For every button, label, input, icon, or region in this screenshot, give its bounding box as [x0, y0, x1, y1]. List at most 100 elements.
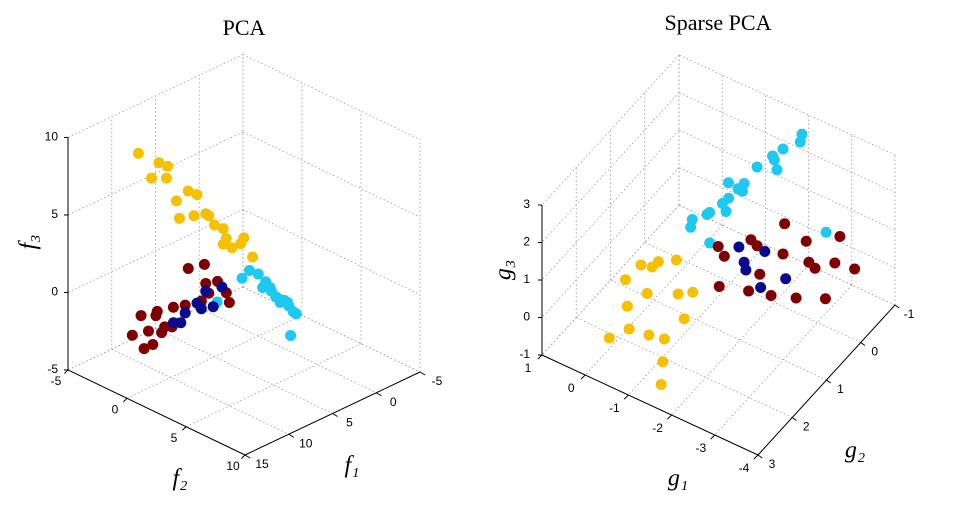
point: [780, 273, 792, 285]
tick-mark: [537, 354, 543, 360]
point: [732, 183, 744, 195]
point: [182, 263, 194, 274]
point: [179, 299, 191, 311]
tick-mark: [241, 454, 246, 459]
point: [740, 264, 752, 276]
z-axis-label: f₃: [16, 234, 42, 249]
point: [252, 268, 264, 280]
point: [226, 242, 238, 254]
grid-line: [67, 131, 244, 216]
point: [779, 218, 791, 230]
point: [285, 329, 297, 341]
point: [200, 277, 212, 289]
point: [771, 164, 783, 176]
grid-line: [111, 348, 289, 435]
point: [678, 313, 690, 325]
y-tick-label: 10: [226, 459, 240, 473]
grid-line: [67, 54, 244, 138]
point: [643, 329, 655, 341]
point: [819, 293, 831, 305]
point: [834, 231, 846, 242]
point: [174, 212, 185, 224]
axis-line: [67, 369, 246, 456]
z-tick-label: 5: [51, 207, 58, 221]
tick-mark: [791, 417, 797, 421]
tick-mark: [419, 371, 426, 376]
point: [713, 281, 725, 292]
grid-line: [541, 129, 680, 281]
point: [191, 189, 203, 201]
y-tick-label: 0: [112, 402, 119, 416]
z-tick-label: -5: [47, 362, 58, 376]
tick-mark: [182, 426, 187, 431]
point: [743, 285, 755, 297]
point: [767, 150, 779, 162]
point: [712, 241, 724, 252]
tick-mark: [64, 369, 69, 374]
point: [247, 251, 259, 263]
point: [138, 343, 150, 355]
point: [658, 333, 670, 345]
point: [672, 288, 684, 300]
point: [160, 172, 172, 184]
z-tick-label: 1: [523, 272, 530, 286]
point: [162, 160, 174, 172]
point: [195, 303, 207, 315]
point: [236, 272, 248, 284]
point: [849, 263, 861, 275]
x-tick-label: 0: [390, 395, 397, 409]
point: [188, 210, 200, 222]
tick-mark: [244, 454, 251, 459]
tick-mark: [860, 342, 866, 346]
grid-line: [199, 307, 377, 394]
x-tick-label: -4: [739, 461, 750, 475]
point: [150, 310, 162, 322]
grid-line: [628, 244, 766, 396]
point: [603, 332, 615, 344]
y-tick-label: 5: [171, 431, 178, 445]
point: [287, 306, 299, 318]
tick-mark: [580, 374, 586, 380]
y-tick-label: 3: [769, 457, 776, 471]
point: [207, 301, 219, 313]
point: [765, 290, 777, 301]
x-tick-label: -5: [432, 374, 443, 388]
point: [754, 268, 766, 280]
point: [132, 147, 144, 159]
y-axis-label: f₂: [172, 466, 187, 492]
grid-line: [541, 92, 680, 243]
tick-mark: [753, 454, 759, 460]
point: [217, 223, 229, 235]
grid-line: [242, 54, 421, 140]
point: [623, 323, 635, 335]
x-tick-label: 5: [346, 416, 353, 430]
grid-line: [714, 284, 853, 436]
point: [687, 286, 699, 298]
z-tick-label: 10: [45, 130, 59, 144]
point: [720, 206, 732, 217]
point: [235, 238, 247, 250]
point: [657, 356, 669, 368]
point: [820, 226, 832, 238]
point: [167, 301, 179, 313]
grid-line: [155, 328, 333, 414]
point: [635, 259, 647, 271]
x-tick-label: -1: [609, 401, 620, 415]
tick-mark: [710, 434, 716, 440]
z-tick-label: 0: [51, 285, 58, 299]
point: [200, 208, 212, 220]
point: [777, 143, 789, 155]
point: [704, 237, 716, 249]
tick-mark: [123, 397, 128, 403]
x-tick-label: -3: [695, 441, 706, 455]
point: [217, 238, 229, 250]
point: [156, 327, 168, 339]
point: [655, 379, 667, 390]
point: [755, 282, 767, 293]
point: [209, 219, 220, 231]
point: [704, 207, 716, 218]
y-tick-label: -1: [904, 307, 915, 321]
point: [652, 256, 664, 268]
grid-line: [242, 131, 421, 218]
